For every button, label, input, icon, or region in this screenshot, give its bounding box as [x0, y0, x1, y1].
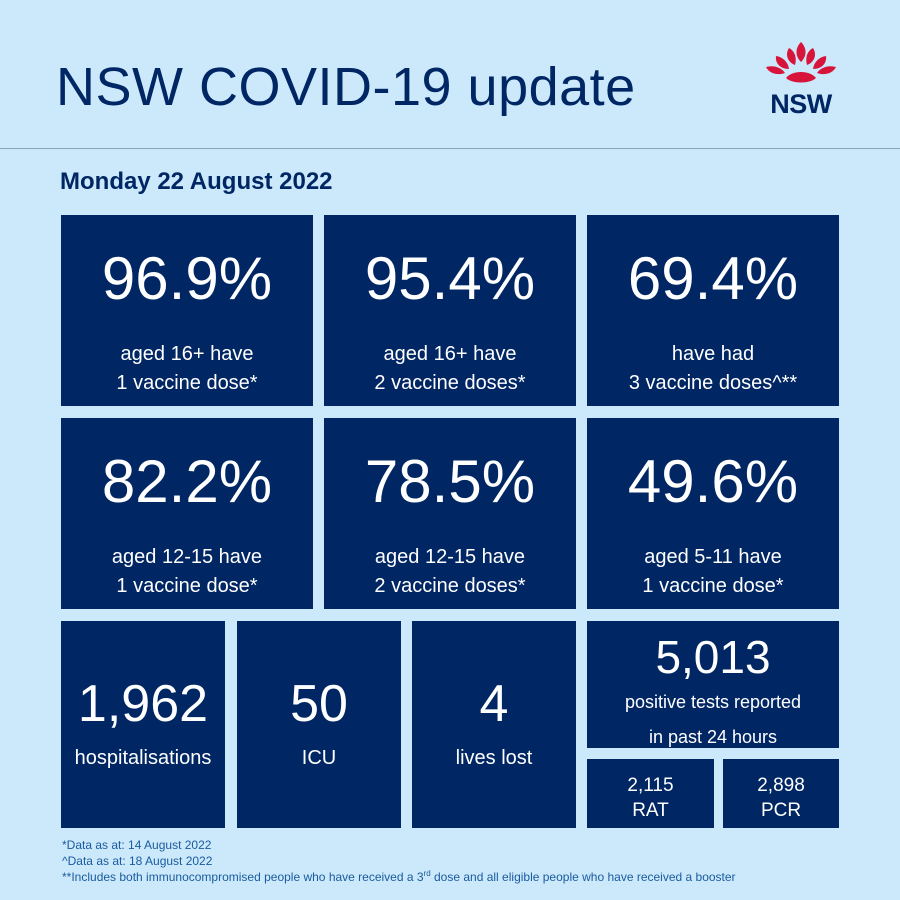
- stat-value: 96.9%: [101, 245, 273, 312]
- stat-label: aged 12-15 have: [111, 546, 263, 568]
- footnote-superscript: rd: [423, 869, 431, 878]
- stat-label: aged 12-15 have: [374, 546, 526, 568]
- lives-lost-tile: 4 lives lost: [412, 621, 576, 828]
- vaccine-stat-tile: 49.6% aged 5-11 have 1 vaccine dose*: [587, 418, 839, 609]
- icu-tile: 50 ICU: [237, 621, 401, 828]
- stat-label: 1 vaccine dose*: [116, 372, 258, 394]
- footnote: **Includes both immunocompromised people…: [62, 869, 862, 885]
- stat-value: 2,898: [757, 775, 805, 796]
- stat-value: 4: [479, 675, 509, 733]
- footnote-text: **Includes both immunocompromised people…: [62, 870, 424, 884]
- stat-label: lives lost: [455, 747, 533, 769]
- nsw-logo: NSW: [758, 40, 844, 124]
- stat-value: 78.5%: [364, 448, 536, 515]
- stat-label: hospitalisations: [74, 747, 212, 769]
- vaccine-stat-tile: 96.9% aged 16+ have 1 vaccine dose*: [61, 215, 313, 406]
- stat-value: 69.4%: [627, 245, 799, 312]
- stat-label: PCR: [760, 800, 802, 821]
- stat-label: aged 5-11 have: [644, 546, 782, 568]
- stat-label: 1 vaccine dose*: [116, 575, 258, 597]
- stat-label: 3 vaccine doses^**: [628, 372, 798, 394]
- stat-label: aged 16+ have: [383, 343, 517, 365]
- vaccine-stat-tile: 95.4% aged 16+ have 2 vaccine doses*: [324, 215, 576, 406]
- rat-tile: 2,115 RAT: [587, 759, 714, 828]
- stat-value: 1,962: [77, 675, 209, 733]
- stat-label: RAT: [632, 800, 669, 821]
- stat-label: have had: [671, 343, 755, 365]
- footnote: ^Data as at: 18 August 2022: [62, 854, 213, 868]
- vaccine-stat-tile: 69.4% have had 3 vaccine doses^**: [587, 215, 839, 406]
- footnotes: *Data as at: 14 August 2022 ^Data as at:…: [62, 837, 862, 885]
- stat-value: 49.6%: [627, 448, 799, 515]
- footnote-text: dose and all eligible people who have re…: [430, 870, 736, 884]
- positive-tests-tile: 5,013 positive tests reported in past 24…: [587, 621, 839, 748]
- stat-label: aged 16+ have: [120, 343, 254, 365]
- stat-label: 2 vaccine doses*: [374, 372, 526, 394]
- logo-text: NSW: [770, 89, 832, 119]
- stat-label: in past 24 hours: [648, 727, 778, 747]
- stat-value: 95.4%: [364, 245, 536, 312]
- stat-value: 82.2%: [101, 448, 273, 515]
- vaccine-stat-tile: 82.2% aged 12-15 have 1 vaccine dose*: [61, 418, 313, 609]
- header: NSW COVID-19 update NSW: [0, 0, 900, 149]
- stat-value: 2,115: [627, 775, 674, 796]
- vaccine-stat-tile: 78.5% aged 12-15 have 2 vaccine doses*: [324, 418, 576, 609]
- stat-label: positive tests reported: [624, 692, 802, 712]
- stat-value: 5,013: [655, 631, 771, 683]
- stat-label: 2 vaccine doses*: [374, 575, 526, 597]
- hospitalisations-tile: 1,962 hospitalisations: [61, 621, 225, 828]
- footnote: *Data as at: 14 August 2022: [62, 838, 212, 852]
- page-title: NSW COVID-19 update: [56, 57, 636, 117]
- stat-label: ICU: [301, 747, 337, 769]
- pcr-tile: 2,898 PCR: [723, 759, 839, 828]
- waratah-icon: [766, 42, 836, 83]
- stat-label: 1 vaccine dose*: [642, 575, 784, 597]
- stat-value: 50: [290, 675, 348, 733]
- report-date: Monday 22 August 2022: [60, 168, 333, 195]
